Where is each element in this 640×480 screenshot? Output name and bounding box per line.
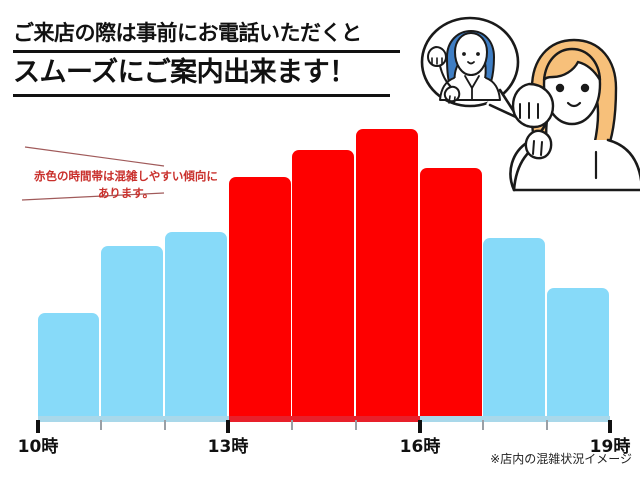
annotation-text: 赤色の時間帯は混雑しやすい傾向に あります。 [12,168,240,201]
tick-420 [418,420,422,433]
tick-label-13時: 13時 [207,437,249,457]
axis-segment-blue [38,416,229,422]
phone-call-illustration [410,0,640,230]
annotation-accent-lines [21,146,165,201]
customer-figure [509,38,640,192]
annotation-text-line-1: 赤色の時間帯は混雑しやすい傾向に [34,169,218,183]
tick-label-16時: 16時 [399,437,441,457]
staff-speech-bubble [420,16,520,120]
bar-16時 [420,168,482,418]
tick-356 [355,420,357,430]
bar-18時 [547,288,609,418]
headline-block: ご来店の際は事前にお電話いただくと スムーズにご案内出来ます！ [13,20,405,99]
chart-footnote: ※店内の混雑状況イメージ [490,452,632,466]
headline-rule-top [13,50,400,54]
tick-165 [164,420,166,430]
tick-547 [546,420,548,430]
headline-line-1: ご来店の際は事前にお電話いただくと [13,21,362,45]
annotation-text-line-2: あります。 [97,185,155,200]
tick-610 [608,420,612,433]
tick-101 [100,420,102,430]
headline-line-2: スムーズにご案内出来ます！ [13,57,356,89]
bar-12時 [165,232,227,418]
bar-15時 [356,129,418,418]
tick-292 [291,420,293,430]
bar-10時 [38,313,99,418]
bar-14時 [292,150,354,418]
axis-segment-red [229,416,420,422]
busy-hours-annotation: 赤色の時間帯は混雑しやすい傾向に あります。 [12,140,242,210]
tick-label-10時: 10時 [17,437,59,457]
tick-483 [482,420,484,430]
x-axis-line [38,416,610,422]
bar-17時 [483,238,545,418]
tick-228 [226,420,230,433]
bar-13時 [229,177,291,418]
phone-call-illustration-svg [420,16,640,192]
axis-segment-blue [420,416,610,422]
bar-11時 [101,246,163,418]
tick-38 [36,420,40,433]
headline-rule-bottom [13,94,390,98]
tick-label-19時: 19時 [589,437,631,457]
